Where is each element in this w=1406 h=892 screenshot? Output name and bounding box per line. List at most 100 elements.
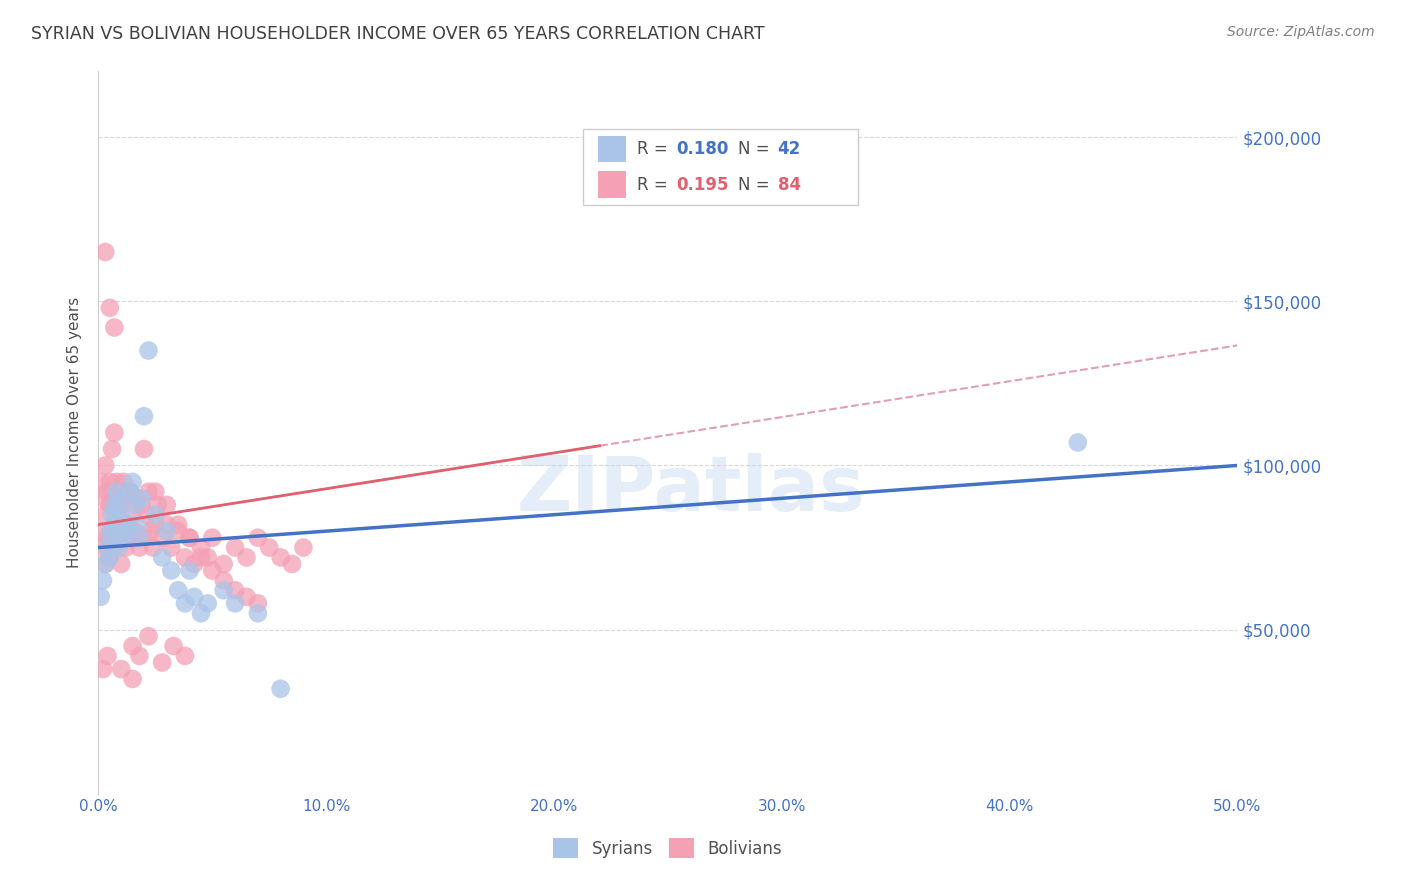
Point [201, 531, 224, 545]
Point [156, 524, 179, 538]
Point [246, 607, 269, 621]
Point [101, 442, 124, 456]
Text: R =: R = [637, 176, 673, 194]
Point [96, 541, 118, 555]
Point [138, 343, 160, 358]
Point [98, 524, 121, 538]
Text: 84: 84 [778, 176, 800, 194]
Point [281, 557, 304, 571]
Point [91, 662, 114, 676]
Point [108, 541, 131, 555]
Point [101, 524, 124, 538]
Point [235, 550, 257, 565]
Point [212, 583, 235, 598]
Point [197, 596, 219, 610]
Point [142, 541, 165, 555]
Point [90, 475, 112, 489]
Point [114, 541, 136, 555]
Text: SYRIAN VS BOLIVIAN HOUSEHOLDER INCOME OVER 65 YEARS CORRELATION CHART: SYRIAN VS BOLIVIAN HOUSEHOLDER INCOME OV… [31, 25, 765, 43]
Point [103, 425, 125, 440]
Point [127, 491, 149, 506]
Point [179, 531, 201, 545]
Point [292, 541, 315, 555]
Point [127, 517, 149, 532]
Point [110, 662, 132, 676]
Point [91, 574, 114, 588]
Point [98, 301, 121, 315]
Point [190, 607, 212, 621]
Point [110, 508, 132, 522]
Point [110, 498, 132, 512]
Point [156, 498, 179, 512]
Point [174, 596, 197, 610]
Point [108, 484, 131, 499]
Point [235, 590, 257, 604]
Point [212, 557, 235, 571]
Point [114, 517, 136, 532]
Point [270, 550, 292, 565]
Point [132, 531, 155, 545]
Point [98, 550, 121, 565]
Point [150, 550, 173, 565]
Point [246, 596, 269, 610]
Point [90, 590, 112, 604]
Point [103, 491, 125, 506]
Point [120, 484, 142, 499]
Point [121, 475, 143, 489]
Text: Source: ZipAtlas.com: Source: ZipAtlas.com [1227, 25, 1375, 39]
Point [117, 524, 139, 538]
Point [94, 557, 117, 571]
Point [112, 475, 135, 489]
Point [190, 550, 212, 565]
Point [121, 672, 143, 686]
Point [114, 491, 136, 506]
Point [112, 524, 135, 538]
Point [183, 590, 205, 604]
Legend: Syrians, Bolivians: Syrians, Bolivians [547, 831, 789, 865]
Point [94, 458, 117, 473]
Point [1067, 435, 1090, 450]
Point [91, 491, 114, 506]
Y-axis label: Householder Income Over 65 years: Householder Income Over 65 years [67, 297, 83, 568]
Point [270, 681, 292, 696]
Point [132, 442, 155, 456]
Point [167, 524, 190, 538]
Point [259, 541, 281, 555]
Point [98, 550, 121, 565]
Point [179, 564, 201, 578]
Point [117, 531, 139, 545]
Text: 42: 42 [778, 140, 801, 158]
Point [128, 531, 150, 545]
Point [105, 517, 128, 532]
Point [96, 648, 118, 663]
Point [124, 524, 146, 538]
Point [224, 583, 246, 598]
Point [98, 498, 121, 512]
Point [138, 629, 160, 643]
Point [160, 541, 183, 555]
Point [101, 508, 124, 522]
Point [94, 557, 117, 571]
Point [174, 648, 197, 663]
Point [131, 491, 153, 506]
Point [108, 531, 131, 545]
Point [183, 557, 205, 571]
Point [132, 409, 155, 424]
Point [117, 517, 139, 532]
Point [167, 517, 190, 532]
Point [124, 498, 146, 512]
Point [201, 564, 224, 578]
Point [246, 531, 269, 545]
Point [128, 541, 150, 555]
Point [110, 491, 132, 506]
Point [98, 475, 121, 489]
Point [150, 531, 173, 545]
Point [96, 484, 118, 499]
Point [197, 550, 219, 565]
Point [179, 531, 201, 545]
Point [108, 524, 131, 538]
Text: 0.195: 0.195 [676, 176, 728, 194]
Point [120, 484, 142, 499]
Point [138, 484, 160, 499]
Point [135, 508, 157, 522]
